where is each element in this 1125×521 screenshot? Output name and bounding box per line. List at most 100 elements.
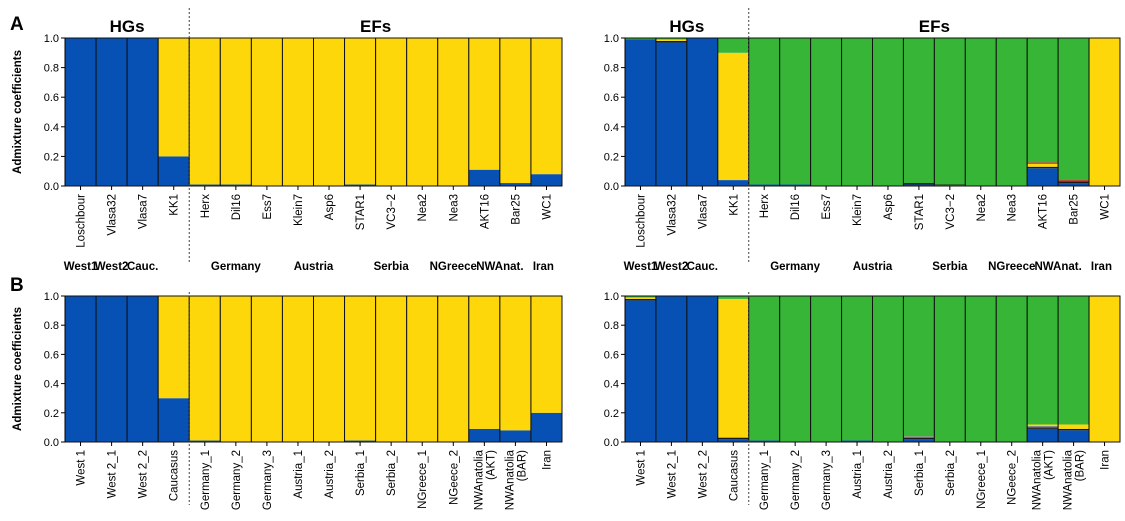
category-label: Asp6 [883,194,895,220]
bar-segment [1027,425,1059,428]
category-label: Nea3 [1007,194,1019,222]
population-label: Iran [533,261,554,273]
category-label: Germany_1 [759,450,771,510]
y-tick-label: 0.2 [44,408,59,420]
y-tick-label: 0.6 [44,349,59,361]
bar-segment [1027,162,1059,164]
category-label: Vlasa32 [666,194,678,236]
bar-segment [717,439,749,442]
bar-segment [251,296,283,442]
y-tick-label: 0.4 [44,122,59,134]
bar-segment [717,437,749,440]
y-tick-label: 0.8 [44,320,59,332]
bar-segment [841,38,873,186]
bar-segment [499,430,531,442]
category-label: NWAnatolia [1032,449,1044,510]
bar-segment [903,184,935,186]
bar-segment [655,39,687,41]
bar-segment [189,38,221,185]
bar-segment [996,38,1028,186]
population-label: NWAnat. [476,261,523,273]
bar-segment [468,169,500,186]
category-label: (BAR) [1075,450,1087,481]
category-label: Germany_2 [231,450,243,510]
category-label: Austria_2 [883,450,895,499]
category-label: Germany_3 [262,450,274,510]
category-label: West 2_1 [666,450,678,498]
chart-4: 0.0 0.2 0.4 0.6 0.8 1.0 West 1 West 2_1 West 2_2… [604,291,1121,510]
category-label: Caucasus [169,450,181,501]
bar-segment [530,296,562,413]
bar-segment [468,38,500,170]
category-label: WC1 [541,194,553,220]
bar-segment [158,296,190,399]
category-label: AKT16 [479,194,491,229]
y-tick-label: 0.0 [44,181,59,193]
bar-segment [717,38,749,53]
y-tick-label: 0.4 [44,379,59,391]
category-label: Serbia_1 [914,450,926,496]
population-label: NGreece [430,261,477,273]
bar-segment [717,180,749,186]
category-label: West 2_2 [697,450,709,498]
category-label: Ess7 [262,194,274,220]
panel-label-a: A [10,14,24,35]
category-label: KK1 [728,194,740,216]
bar-segment [779,184,811,186]
bar-segment [625,298,656,301]
bar-segment [717,298,749,438]
population-label: Germany [770,261,820,273]
population-label: West1 [64,261,98,273]
bar-segment [1027,424,1059,426]
bar-segment [655,40,687,43]
y-tick-label: 0.4 [604,379,619,391]
category-label: West 1 [76,450,88,486]
category-label: (AKT) [485,450,497,480]
bar-segment [220,38,252,185]
bar-segment [189,184,221,186]
category-label: Iran [1100,450,1112,470]
bar-segment [625,296,656,298]
bar-segment [810,296,842,442]
bar-segment [499,38,531,184]
y-tick-label: 0.8 [44,63,59,75]
y-tick-label: 0.6 [604,349,619,361]
population-label: Iran [1091,261,1112,273]
bar-segment [1058,430,1090,442]
y-tick-label: 0.6 [44,92,59,104]
bar-segment [934,296,966,442]
bar-segment [220,296,252,442]
category-label: Germany_1 [200,450,212,510]
y-tick-label: 0.8 [604,63,619,75]
category-label: VC3−2 [945,194,957,229]
bar-segment [655,42,687,186]
category-label: Klein7 [852,194,864,226]
bar-segment [313,296,345,442]
category-label: Ess7 [821,194,833,220]
category-label: Bar25 [510,194,522,225]
bar-segment [158,398,190,442]
y-tick-label: 0.6 [604,92,619,104]
bar-segment [406,296,438,442]
bar-segment [841,440,873,442]
bar-segment [717,52,749,181]
category-label: NWAnatolia [1063,449,1075,510]
bar-segment [903,436,935,438]
category-label: Serbia_1 [355,450,367,496]
population-label: Serbia [374,261,410,273]
bar-segment [1027,166,1059,169]
bar-segment [1027,427,1059,429]
bar-segment [965,38,997,186]
bar-segment [1027,168,1059,186]
bar-segment [748,296,780,441]
bar-segment [872,296,904,442]
y-tick-label: 1.0 [604,33,619,45]
bar-segment [717,296,749,299]
bar-segment [1058,296,1090,425]
y-tick-label: 0.4 [604,122,619,134]
y-tick-label: 0.2 [604,408,619,420]
group-header-efs: EFs [919,17,950,36]
bar-segment [686,38,718,186]
bar-segment [1089,38,1120,186]
bar-segment [406,38,438,186]
